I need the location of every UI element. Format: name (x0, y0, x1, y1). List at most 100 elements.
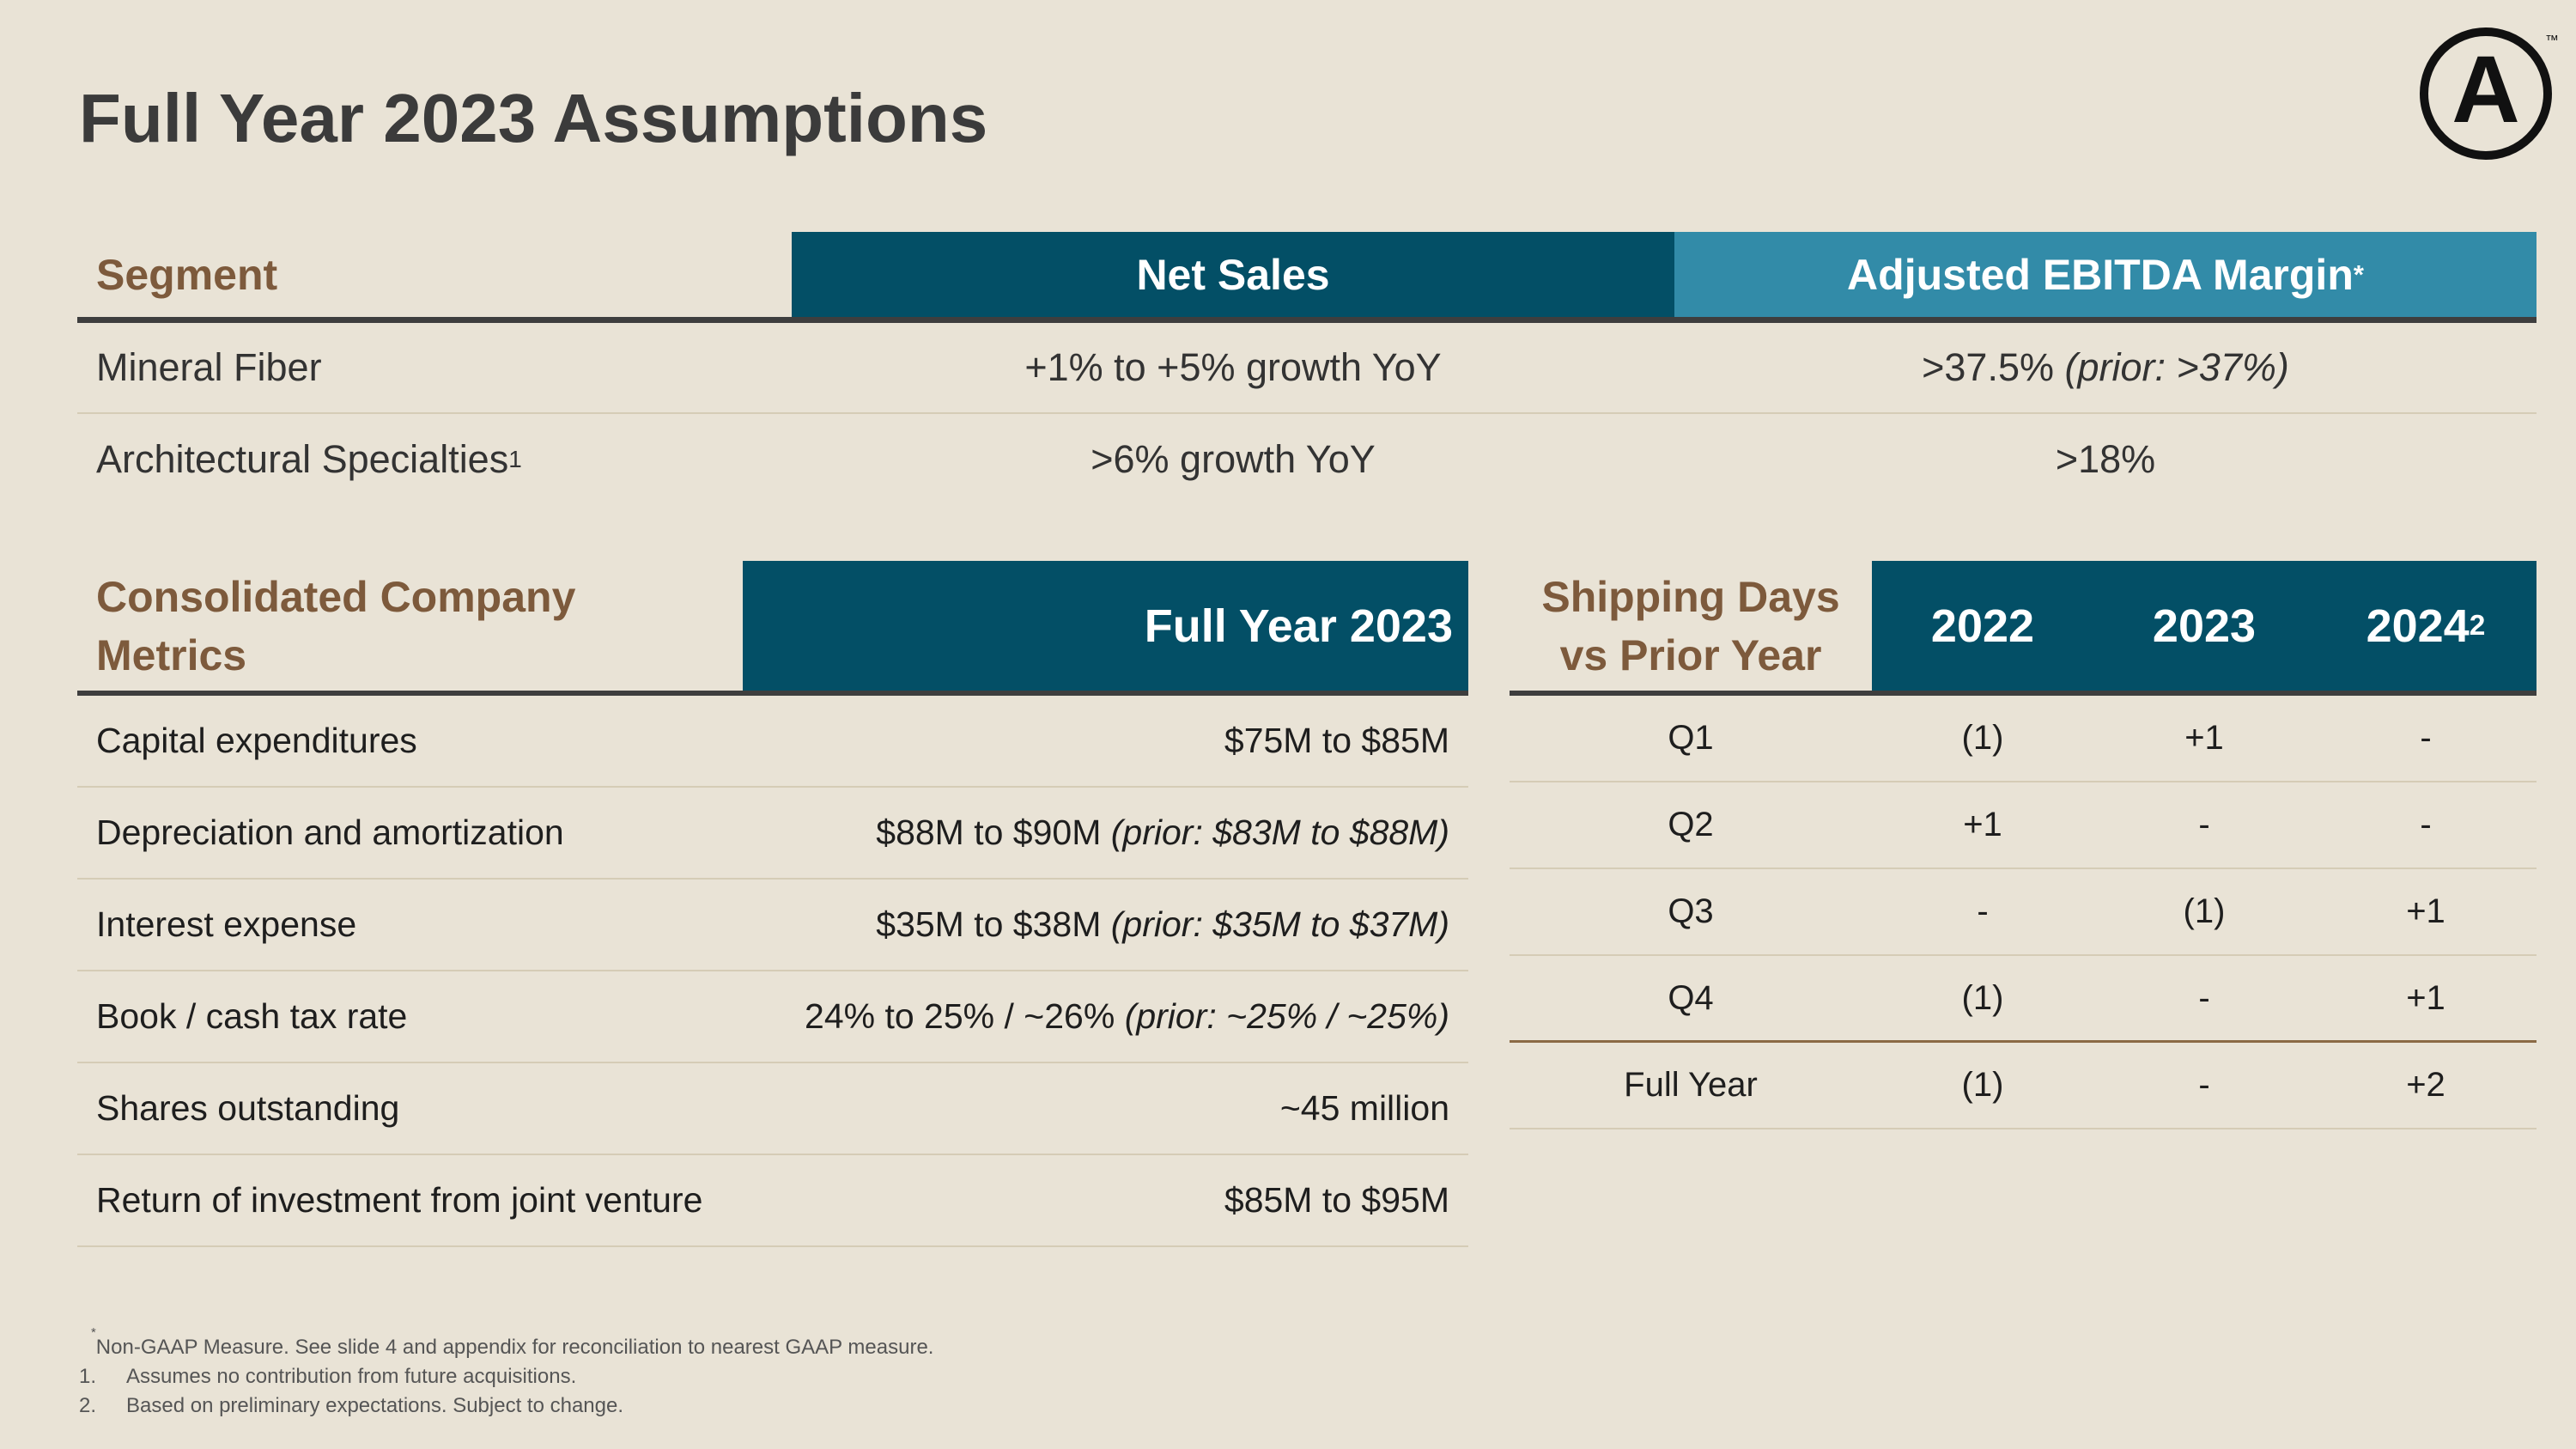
period-label: Q1 (1668, 719, 1714, 757)
segment-ebitda-value: >18% (2055, 437, 2156, 481)
net-sales-header: Net Sales (792, 232, 1674, 317)
year-label: 2023 (2152, 600, 2257, 652)
shipping-value: +1 (2406, 892, 2445, 930)
segment-header: Segment (96, 250, 278, 299)
year-header-2023: 2023 (2093, 561, 2315, 691)
shipping-value: (1) (1961, 1066, 2004, 1104)
footnote-star-text: Non-GAAP Measure. See slide 4 and append… (95, 1336, 934, 1359)
consolidated-header-line1: Consolidated Company (96, 572, 576, 621)
segment-table: Segment Net Sales Adjusted EBITDA Margin… (77, 232, 2537, 505)
segment-name-text: Mineral Fiber (96, 345, 322, 389)
footnotes: * Non-GAAP Measure. See slide 4 and appen… (79, 1326, 934, 1421)
company-logo: A ™ (2420, 27, 2559, 160)
metric-value: $85M to $95M (743, 1155, 1468, 1245)
segment-net-sales: >6% growth YoY (1091, 437, 1376, 481)
shipping-header-line2: vs Prior Year (1559, 630, 1822, 679)
ebitda-header: Adjusted EBITDA Margin * (1674, 232, 2537, 317)
metric-value-text: $85M to $95M (1224, 1180, 1449, 1220)
shipping-value: - (2198, 806, 2210, 843)
metric-row: Book / cash tax rate 24% to 25% / ~26% (… (77, 971, 1468, 1063)
footnote-number: 2. (79, 1394, 97, 1417)
segment-table-header: Segment Net Sales Adjusted EBITDA Margin… (77, 232, 2537, 323)
year-label: 2024 (2366, 600, 2470, 652)
footnote-item: 1. Assumes no contribution from future ac… (79, 1362, 933, 1391)
metric-value-text: 24% to 25% / ~26% (805, 996, 1115, 1036)
metric-value-text: $88M to $90M (876, 813, 1102, 852)
shipping-value: (1) (1961, 978, 2004, 1017)
metric-prior: (prior: $35M to $37M) (1110, 904, 1449, 944)
consolidated-metrics-table: Consolidated Company Metrics Full Year 2… (77, 561, 1468, 1247)
segment-row: Architectural Specialties 1 >6% growth Yo… (77, 414, 2537, 505)
metric-row: Depreciation and amortization $88M to $9… (77, 788, 1468, 880)
metric-prior: (prior: $83M to $88M) (1110, 813, 1449, 852)
segment-ebitda: >18% (1674, 414, 2537, 505)
metric-value: 24% to 25% / ~26% (prior: ~25% / ~25%) (743, 971, 1468, 1062)
metric-row: Interest expense $35M to $38M (prior: $3… (77, 880, 1468, 971)
metric-row: Capital expenditures $75M to $85M (77, 696, 1468, 788)
metric-value-text: ~45 million (1279, 1088, 1449, 1128)
footnote-star-mark: * (91, 1326, 96, 1340)
shipping-row: Q1 (1) +1 - (1510, 696, 2537, 782)
shipping-table-header: Shipping Days vs Prior Year 2022 2023 20… (1510, 561, 2537, 696)
shipping-value: - (2198, 1066, 2210, 1104)
metric-value-text: $35M to $38M (876, 904, 1102, 944)
shipping-header-label: Shipping Days vs Prior Year (1510, 561, 1872, 691)
shipping-row-total: Full Year (1) - +2 (1510, 1043, 2537, 1129)
page-title: Full Year 2023 Assumptions (79, 80, 988, 156)
footnote-text: Assumes no contribution from future acqu… (126, 1365, 577, 1388)
shipping-header-line1: Shipping Days (1541, 572, 1840, 621)
shipping-value: - (2420, 806, 2432, 843)
year-header-2024: 2024 2 (2315, 561, 2537, 691)
metric-row: Shares outstanding ~45 million (77, 1063, 1468, 1155)
metric-prior: (prior: ~25% / ~25%) (1124, 996, 1449, 1036)
shipping-value: - (2198, 978, 2210, 1017)
logo-letter: A (2451, 37, 2519, 143)
shipping-value: - (2420, 719, 2432, 757)
shipping-value: (1) (2183, 892, 2226, 930)
footnote-star: * Non-GAAP Measure. See slide 4 and appen… (79, 1326, 934, 1362)
metric-value-text: $75M to $85M (1224, 721, 1449, 760)
metric-name: Capital expenditures (96, 721, 417, 760)
segment-ebitda-value: >37.5% (1922, 345, 2054, 389)
metric-value: $88M to $90M (prior: $83M to $88M) (743, 788, 1468, 878)
metric-row: Return of investment from joint venture … (77, 1155, 1468, 1247)
segment-ebitda-prior: (prior: >37%) (2064, 345, 2289, 389)
shipping-value: +2 (2406, 1066, 2445, 1104)
shipping-value: (1) (1961, 719, 2004, 757)
consolidated-header-line2: Metrics (96, 630, 247, 679)
ebitda-header-label: Adjusted EBITDA Margin (1847, 250, 2354, 299)
metric-value: ~45 million (743, 1063, 1468, 1154)
footnote-text: Based on preliminary expectations. Subje… (126, 1394, 624, 1417)
segment-name-text: Architectural Specialties (96, 437, 509, 481)
metric-name: Depreciation and amortization (96, 813, 564, 852)
shipping-row: Q3 - (1) +1 (1510, 869, 2537, 956)
footnote-item: 2. Based on preliminary expectations. Sub… (79, 1391, 933, 1421)
period-label: Full Year (1624, 1066, 1758, 1104)
metric-name: Shares outstanding (96, 1088, 400, 1128)
metric-name: Return of investment from joint venture (96, 1180, 703, 1220)
consolidated-header-label: Consolidated Company Metrics (77, 561, 743, 691)
segment-name: Architectural Specialties 1 (96, 437, 522, 481)
segment-row: Mineral Fiber +1% to +5% growth YoY >37.… (77, 323, 2537, 414)
period-label: Q2 (1668, 806, 1714, 843)
segment-net-sales: +1% to +5% growth YoY (1024, 345, 1442, 389)
shipping-row: Q2 +1 - - (1510, 782, 2537, 869)
shipping-value: +1 (1963, 806, 2002, 843)
footnote-number: 1. (79, 1365, 97, 1388)
shipping-days-table: Shipping Days vs Prior Year 2022 2023 20… (1510, 561, 2537, 1129)
year-label: 2022 (1930, 600, 2035, 652)
metric-name: Book / cash tax rate (96, 996, 408, 1036)
logo-trademark: ™ (2545, 33, 2559, 48)
shipping-row: Q4 (1) - +1 (1510, 956, 2537, 1043)
consolidated-table-header: Consolidated Company Metrics Full Year 2… (77, 561, 1468, 696)
shipping-value: +1 (2184, 719, 2224, 757)
segment-ebitda: >37.5% (prior: >37%) (1674, 323, 2537, 412)
segment-name: Mineral Fiber (77, 323, 792, 412)
period-label: Q3 (1668, 892, 1714, 930)
metric-name: Interest expense (96, 904, 357, 944)
metric-value: $75M to $85M (743, 696, 1468, 786)
full-year-header: Full Year 2023 (743, 561, 1468, 691)
shipping-value: - (1977, 892, 1989, 930)
year-header-2022: 2022 (1872, 561, 2093, 691)
shipping-value: +1 (2406, 978, 2445, 1017)
